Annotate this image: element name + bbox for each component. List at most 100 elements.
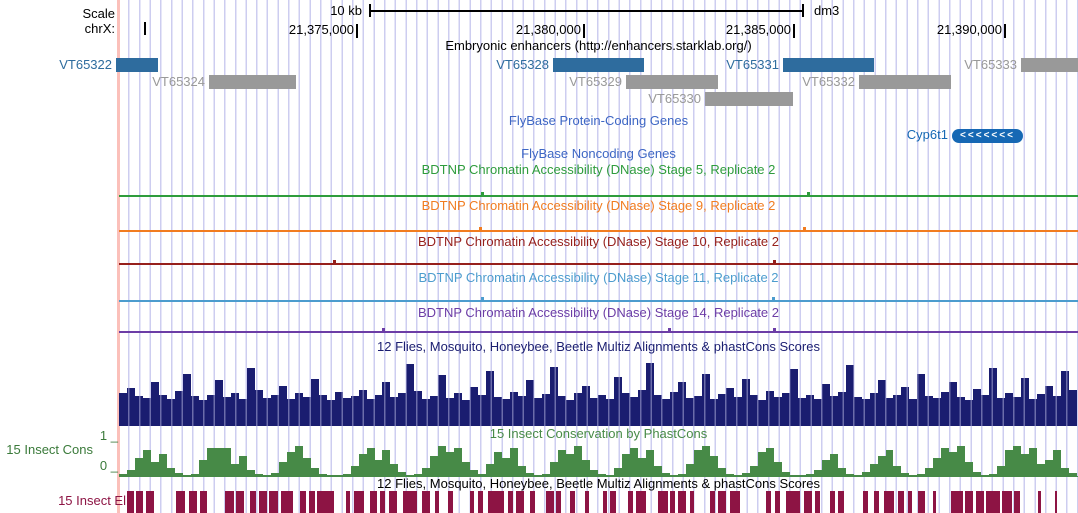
conserved-element-block <box>628 491 633 513</box>
histogram-bar <box>230 464 239 476</box>
histogram-bar <box>246 470 255 476</box>
conserved-element-block <box>225 491 234 513</box>
multiz-bottom-track-title[interactable]: 12 Flies, Mosquito, Honeybee, Beetle Mul… <box>377 476 820 491</box>
conserved-element-block <box>389 491 397 513</box>
bdtnp-track-title[interactable]: BDTNP Chromatin Accessibility (DNase) St… <box>421 162 776 177</box>
enhancer-box[interactable] <box>705 92 793 106</box>
histogram-bar <box>334 475 343 476</box>
enhancer-box[interactable] <box>859 75 951 89</box>
bdtnp-track-title[interactable]: BDTNP Chromatin Accessibility (DNase) St… <box>417 305 780 320</box>
enhancer-label[interactable]: VT65330 <box>648 91 701 106</box>
enhancer-box[interactable] <box>209 75 296 89</box>
flybase-noncoding-track-title[interactable]: FlyBase Noncoding Genes <box>521 146 676 161</box>
histogram-bar <box>374 460 383 476</box>
histogram-bar <box>1045 460 1054 476</box>
histogram-bar <box>462 462 471 476</box>
bdtnp-baseline <box>119 195 1078 197</box>
bdtnp-track-title[interactable]: BDTNP Chromatin Accessibility (DNase) St… <box>417 234 780 249</box>
enhancer-label[interactable]: VT65324 <box>152 74 205 89</box>
histogram-bar <box>318 395 327 426</box>
flybase-coding-track-title[interactable]: FlyBase Protein-Coding Genes <box>508 113 689 128</box>
histogram-bar <box>909 475 918 476</box>
histogram-bar <box>637 458 646 476</box>
histogram-bar <box>757 452 766 476</box>
histogram-bar <box>390 397 399 426</box>
histogram-bar <box>478 474 487 476</box>
ruler-span-label: 10 kb <box>330 3 362 18</box>
histogram-bar <box>789 369 798 426</box>
enhancer-box[interactable] <box>1021 58 1078 72</box>
bdtnp-signal-blip <box>668 328 671 331</box>
histogram-bar <box>853 397 862 426</box>
histogram-bar <box>653 395 662 426</box>
histogram-bar <box>134 458 143 476</box>
histogram-bar <box>606 475 615 476</box>
conserved-element-block <box>176 491 185 513</box>
histogram-bar <box>645 450 654 476</box>
histogram-bar <box>989 474 998 476</box>
histogram-bar <box>526 380 535 426</box>
conserved-element-block <box>370 491 377 513</box>
histogram-bar <box>622 454 630 476</box>
conserved-element-block <box>863 491 868 513</box>
conserved-element-block <box>775 491 780 513</box>
histogram-bar <box>222 448 231 476</box>
conserved-element-block <box>838 491 844 513</box>
bdtnp-signal-blip <box>773 260 776 263</box>
bdtnp-baseline <box>119 300 1078 302</box>
conserved-element-block <box>470 491 474 513</box>
histogram-bar <box>278 462 287 476</box>
histogram-bar <box>1053 450 1062 476</box>
enhancer-label[interactable]: VT65322 <box>59 57 112 72</box>
histogram-bar <box>709 456 718 476</box>
histogram-bar <box>558 450 567 476</box>
bdtnp-baseline <box>119 331 1078 333</box>
histogram-bar <box>909 399 918 426</box>
histogram-bar <box>821 460 830 476</box>
bdtnp-baseline <box>119 263 1078 265</box>
histogram-bar <box>614 377 623 426</box>
histogram-bar <box>382 450 391 476</box>
conserved-element-block <box>786 491 800 513</box>
enhancer-box[interactable] <box>626 75 718 89</box>
histogram-bar <box>230 393 239 426</box>
conserved-element-block <box>346 491 350 513</box>
enhancers-track-title[interactable]: Embryonic enhancers (http://enhancers.st… <box>445 38 752 53</box>
histogram-bar <box>398 472 407 476</box>
enhancer-label[interactable]: VT65328 <box>496 57 549 72</box>
histogram-bar <box>366 448 375 476</box>
conserved-element-block <box>1002 491 1012 513</box>
histogram-bar <box>142 398 151 426</box>
histogram-bar <box>981 475 990 476</box>
histogram-bar <box>614 468 623 476</box>
conserved-element-block <box>435 491 439 513</box>
enhancer-label[interactable]: VT65332 <box>802 74 855 89</box>
gene-label[interactable]: Cyp6t1 <box>906 127 948 142</box>
enhancer-label[interactable]: VT65331 <box>726 57 779 72</box>
cons-track-left-label[interactable]: 15 Insect Cons <box>6 442 93 457</box>
bdtnp-signal-blip <box>382 328 385 331</box>
histogram-bar <box>438 375 447 426</box>
enhancer-box[interactable] <box>783 58 874 72</box>
bdtnp-track-title[interactable]: BDTNP Chromatin Accessibility (DNase) St… <box>418 270 779 285</box>
enhancer-box[interactable] <box>553 58 644 72</box>
coordinate-label: 21,380,000 <box>515 22 581 37</box>
histogram-bar <box>310 468 319 476</box>
enhancer-label[interactable]: VT65329 <box>569 74 622 89</box>
histogram-bar <box>486 371 495 426</box>
histogram-bar <box>486 464 495 476</box>
cons-track-title[interactable]: 15 Insect Conservation by PhastCons <box>489 426 708 441</box>
histogram-bar <box>494 397 503 426</box>
conserved-element-block <box>236 491 244 513</box>
enhancer-label[interactable]: VT65333 <box>964 57 1017 72</box>
gene-box[interactable]: <<<<<<< <box>952 129 1023 143</box>
conserved-element-block <box>976 491 984 513</box>
histogram-bar <box>222 397 231 426</box>
histogram-bar <box>877 456 886 476</box>
bdtnp-track-title[interactable]: BDTNP Chromatin Accessibility (DNase) St… <box>421 198 776 213</box>
elements-track-left-label[interactable]: 15 Insect El <box>58 493 126 508</box>
histogram-bar <box>262 475 271 476</box>
enhancer-box[interactable] <box>116 58 158 72</box>
multiz-track-title[interactable]: 12 Flies, Mosquito, Honeybee, Beetle Mul… <box>377 339 820 354</box>
